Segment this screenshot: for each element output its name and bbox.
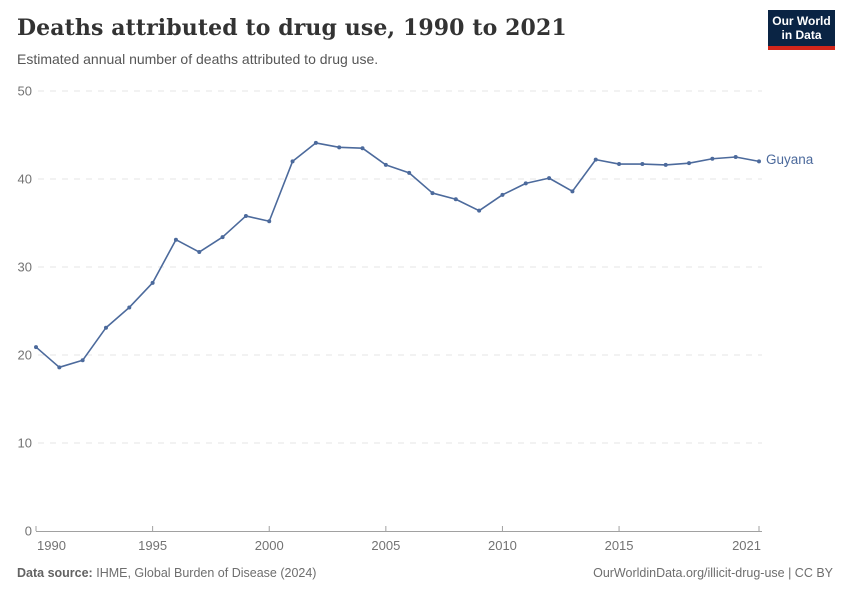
data-point-guyana-1991 — [57, 365, 62, 370]
y-axis-label-0: 0 — [25, 524, 32, 539]
data-point-guyana-2016 — [640, 162, 645, 167]
data-point-guyana-1994 — [127, 305, 132, 310]
x-axis-label-2021: 2021 — [732, 538, 761, 553]
data-point-guyana-2006 — [407, 170, 412, 175]
data-point-guyana-1992 — [80, 358, 85, 363]
data-point-guyana-1996 — [173, 237, 178, 242]
data-point-guyana-2005 — [383, 162, 388, 167]
data-point-guyana-2014 — [593, 157, 598, 162]
data-point-guyana-1998 — [220, 235, 225, 240]
data-source-text: IHME, Global Burden of Disease (2024) — [96, 566, 317, 580]
data-point-guyana-2001 — [290, 159, 295, 164]
data-point-guyana-2008 — [453, 197, 458, 202]
series-label-guyana: Guyana — [766, 152, 814, 168]
data-point-guyana-2013 — [570, 189, 575, 194]
data-point-guyana-2017 — [663, 162, 668, 167]
data-point-guyana-2003 — [337, 145, 342, 150]
data-point-guyana-2018 — [687, 161, 692, 166]
owid-logo-line2: in Data — [781, 28, 822, 42]
x-axis-label-1990: 1990 — [37, 538, 66, 553]
x-axis-label-2010: 2010 — [488, 538, 517, 553]
y-axis-label-30: 30 — [18, 260, 32, 275]
credit-line: OurWorldinData.org/illicit-drug-use | CC… — [593, 566, 833, 580]
data-point-guyana-2009 — [477, 208, 482, 213]
data-point-guyana-2019 — [710, 156, 715, 161]
data-source-note: Data source: IHME, Global Burden of Dise… — [17, 566, 316, 580]
data-point-guyana-2000 — [267, 219, 272, 224]
data-point-guyana-2015 — [617, 162, 622, 167]
x-axis-label-2015: 2015 — [605, 538, 634, 553]
x-axis-label-1995: 1995 — [138, 538, 167, 553]
owid-logo-line1: Our World — [772, 14, 831, 28]
chart-subtitle: Estimated annual number of deaths attrib… — [17, 51, 379, 67]
owid-logo: Our World in Data — [768, 10, 835, 50]
x-axis-label-2000: 2000 — [255, 538, 284, 553]
data-point-guyana-1997 — [197, 250, 202, 255]
y-axis-label-50: 50 — [18, 84, 32, 99]
series-line-guyana — [35, 142, 760, 369]
data-point-guyana-2002 — [313, 140, 318, 145]
x-axis-label-2005: 2005 — [371, 538, 400, 553]
data-source-label: Data source: — [17, 566, 93, 580]
y-axis-label-40: 40 — [18, 172, 32, 187]
data-point-guyana-2020 — [733, 155, 738, 159]
data-point-guyana-1990 — [34, 345, 38, 350]
data-point-guyana-2021 — [757, 159, 761, 164]
data-point-guyana-1995 — [150, 280, 155, 285]
y-axis-label-10: 10 — [18, 436, 32, 451]
data-point-guyana-2010 — [500, 192, 505, 197]
y-axis-label-20: 20 — [18, 348, 32, 363]
data-point-guyana-2011 — [523, 181, 528, 186]
data-point-guyana-1993 — [103, 325, 108, 330]
data-point-guyana-2012 — [547, 176, 552, 181]
chart-footer: Data source: IHME, Global Burden of Dise… — [17, 566, 833, 580]
data-point-guyana-1999 — [243, 213, 248, 218]
data-point-guyana-2004 — [360, 146, 365, 151]
data-point-guyana-2007 — [430, 191, 435, 196]
chart-title: Deaths attributed to drug use, 1990 to 2… — [17, 15, 567, 41]
